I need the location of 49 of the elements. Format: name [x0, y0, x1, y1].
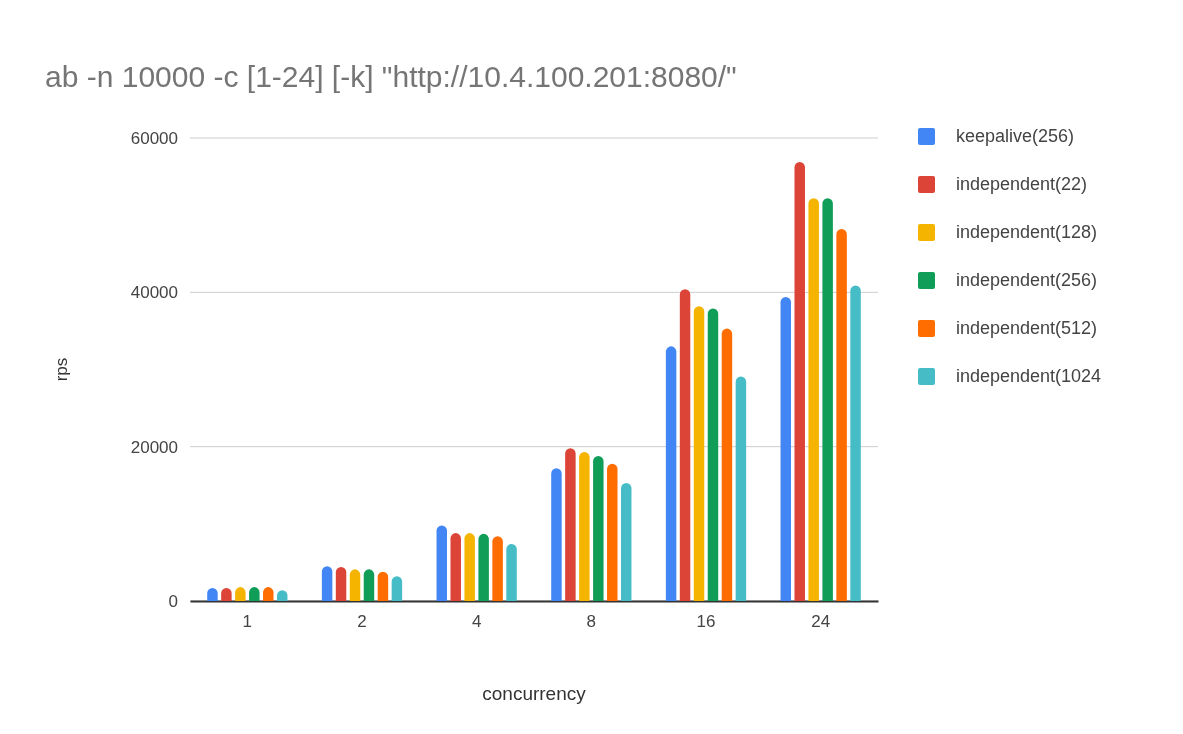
x-tick-label: 24: [811, 612, 831, 632]
legend-label: independent(128): [956, 222, 1098, 242]
legend-label: independent(256): [956, 270, 1098, 290]
bar: [593, 455, 604, 601]
x-tick-label: 4: [471, 612, 482, 632]
x-tick-label: 2: [357, 612, 367, 632]
bar: [506, 543, 517, 601]
bar: [808, 198, 819, 601]
bar: [707, 308, 719, 601]
bar: [607, 463, 618, 601]
bar: [363, 569, 375, 601]
bar: [377, 571, 389, 601]
y-tick-label: 0: [168, 591, 178, 611]
y-tick-label: 20000: [130, 437, 178, 457]
bar: [464, 533, 475, 601]
y-axis-title: rps: [52, 357, 71, 382]
y-tick-label: 60000: [130, 128, 178, 148]
bar: [836, 229, 847, 601]
bar: [551, 468, 562, 601]
bar: [693, 306, 705, 601]
bar: [621, 482, 632, 601]
x-tick-label: 1: [242, 612, 253, 632]
x-axis-title: concurrency: [482, 683, 587, 704]
bar: [335, 567, 347, 601]
bar: [391, 576, 403, 601]
x-tick-label: 8: [586, 612, 597, 632]
legend-label: independent(1024: [956, 366, 1102, 386]
bar: [794, 161, 805, 601]
x-tick-label: 16: [696, 612, 716, 632]
chart-title: ab -n 10000 -c [1-24] [-k] "http://10.4.100.201:8080/": [45, 60, 737, 93]
bar: [679, 289, 691, 601]
legend-label: independent(22): [956, 174, 1088, 194]
legend-label: independent(512): [956, 318, 1098, 338]
bar: [321, 566, 333, 601]
bar: [665, 346, 677, 601]
bar: [349, 569, 361, 601]
bar: [478, 533, 489, 601]
bar: [579, 452, 590, 601]
bar: [450, 533, 461, 601]
bar: [492, 536, 503, 601]
legend-label: keepalive(256): [956, 126, 1075, 146]
bar: [565, 448, 576, 601]
bar: [850, 285, 861, 601]
bar: [780, 296, 791, 601]
bar: [822, 198, 833, 601]
bar: [721, 328, 733, 601]
bar: [436, 525, 447, 601]
bar: [735, 376, 747, 601]
y-tick-label: 40000: [130, 283, 178, 303]
